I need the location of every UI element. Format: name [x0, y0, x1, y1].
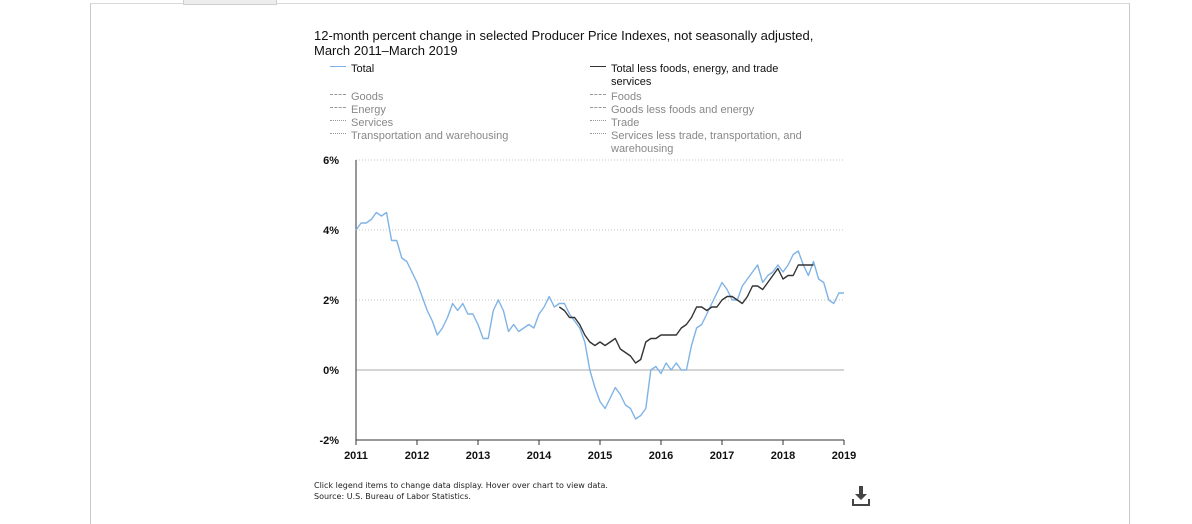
legend-item-total-less[interactable]: Total less foods, energy, and trade serv… [590, 63, 811, 89]
legend-item-services[interactable]: Services [330, 117, 393, 130]
x-tick-label: 2019 [832, 450, 856, 462]
chart-panel [90, 3, 1130, 524]
legend-swatch-dotted-icon [330, 119, 346, 121]
legend-swatch-dotted-icon [590, 119, 606, 121]
legend-item-energy[interactable]: Energy [330, 104, 386, 117]
legend-item-trade[interactable]: Trade [590, 117, 639, 130]
legend-swatch-dashed-icon [590, 106, 606, 108]
legend-swatch-solid-icon [330, 65, 346, 67]
legend-label: Services less trade, transportation, and… [611, 130, 802, 155]
legend-swatch-dotted-icon [330, 132, 346, 134]
legend-swatch-dashed-icon [330, 93, 346, 95]
legend-label: Goods less foods and energy [611, 104, 755, 116]
y-tick-label: 6% [323, 155, 339, 167]
y-tick-label: -2% [319, 435, 339, 447]
y-tick-label: 0% [323, 365, 339, 377]
x-tick-label: 2018 [771, 450, 795, 462]
y-tick-label: 4% [323, 225, 339, 237]
chart-instructions: Click legend items to change data displa… [314, 481, 608, 490]
line-chart[interactable]: 6% 4% 2% 0% -2% 2011 2012 2013 2014 2015 2016 2017 2… [0, 0, 1192, 510]
legend-swatch-dashed-icon [330, 106, 346, 108]
legend-swatch-dashed-icon [590, 93, 606, 95]
legend-label: Transportation and warehousing [351, 130, 509, 142]
legend-label: Foods [611, 91, 642, 103]
chart-title: 12-month percent change in selected Prod… [314, 28, 814, 58]
legend-item-goods-less[interactable]: Goods less foods and energy [590, 104, 754, 117]
legend-label: Total less foods, energy, and trade serv… [611, 63, 779, 88]
chart-source: Source: U.S. Bureau of Labor Statistics. [314, 492, 471, 501]
legend-label: Services [351, 117, 394, 129]
legend-item-goods[interactable]: Goods [330, 91, 383, 104]
legend-item-services-less[interactable]: Services less trade, transportation, and… [590, 130, 826, 156]
legend-label: Trade [611, 117, 640, 129]
legend-swatch-dotted-icon [590, 132, 606, 134]
x-tick-label: 2012 [405, 450, 429, 462]
y-tick-label: 2% [323, 295, 339, 307]
series-line-1 [558, 264, 814, 364]
legend-item-foods[interactable]: Foods [590, 91, 642, 104]
x-tick-label: 2016 [649, 450, 673, 462]
legend-label: Total [351, 63, 375, 75]
x-tick-label: 2015 [588, 450, 612, 462]
download-icon[interactable] [851, 485, 871, 507]
legend-swatch-solid-icon [590, 65, 606, 67]
x-tick-label: 2014 [527, 450, 552, 462]
tab-stub[interactable] [183, 0, 277, 5]
series-line-0 [355, 211, 844, 420]
legend-item-transportation[interactable]: Transportation and warehousing [330, 130, 508, 143]
x-tick-label: 2013 [466, 450, 490, 462]
legend-label: Energy [351, 104, 386, 116]
legend-item-total[interactable]: Total [330, 63, 374, 76]
x-tick-label: 2011 [344, 450, 368, 462]
x-tick-label: 2017 [710, 450, 734, 462]
legend-label: Goods [351, 91, 384, 103]
